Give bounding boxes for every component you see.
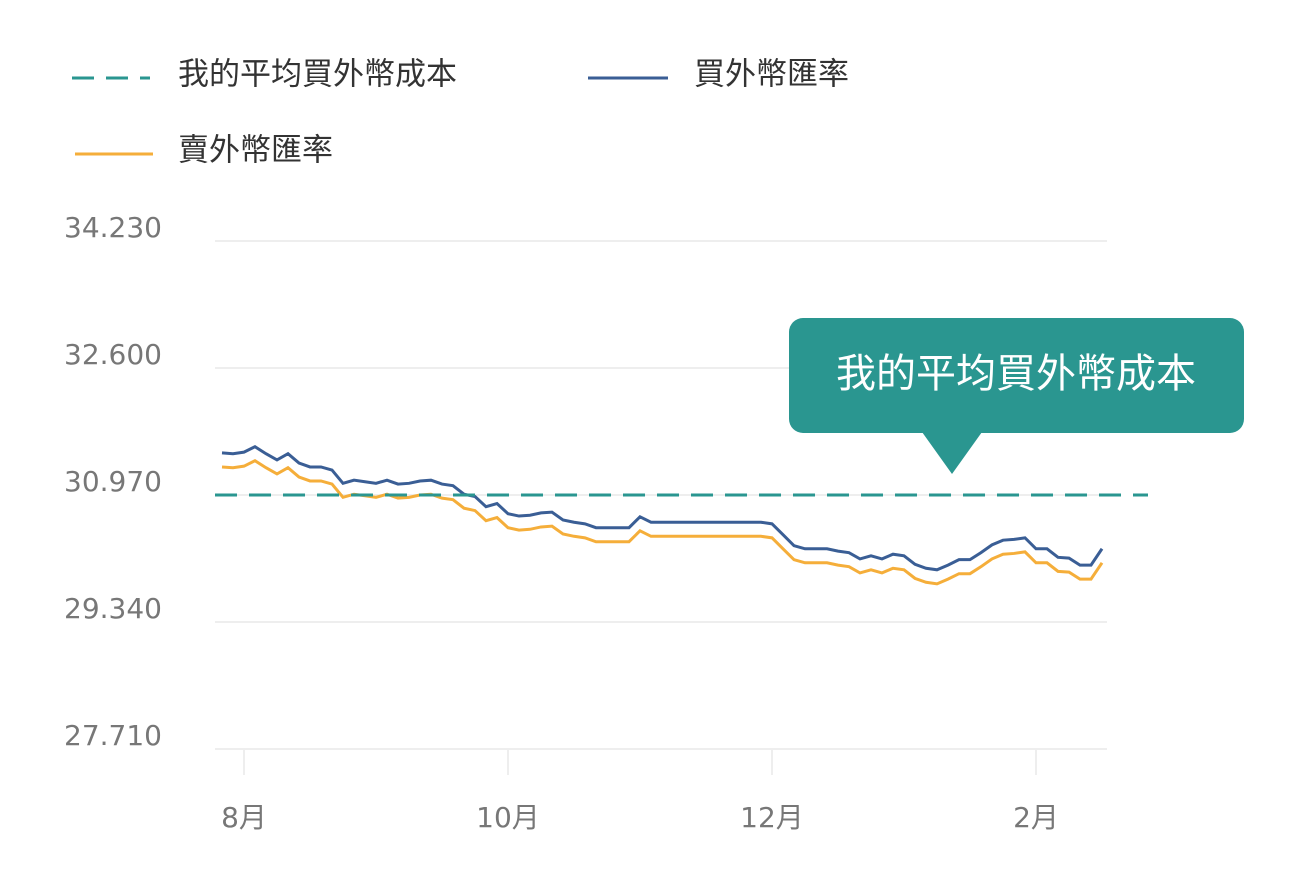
- legend-label: 我的平均買外幣成本: [178, 57, 457, 93]
- legend-label: 賣外幣匯率: [178, 133, 333, 169]
- x-tick-label: 10月: [476, 801, 540, 834]
- x-tick-label: 2月: [1013, 801, 1059, 834]
- bubble-pointer: [922, 432, 982, 474]
- x-tick-label: 8月: [221, 801, 267, 834]
- annotation-bubble: 我的平均買外幣成本: [789, 318, 1244, 474]
- series-line: [221, 444, 1104, 572]
- bubble-box: [789, 318, 1244, 433]
- x-tick-label: 12月: [740, 801, 804, 834]
- y-tick-label: 27.710: [64, 719, 162, 752]
- legend-label: 買外幣匯率: [694, 57, 849, 93]
- y-tick-label: 34.230: [64, 211, 162, 244]
- y-tick-label: 30.970: [64, 465, 162, 498]
- y-tick-label: 29.340: [64, 592, 162, 625]
- annotation-text: 我的平均買外幣成本: [836, 351, 1196, 397]
- y-tick-label: 32.600: [64, 338, 162, 371]
